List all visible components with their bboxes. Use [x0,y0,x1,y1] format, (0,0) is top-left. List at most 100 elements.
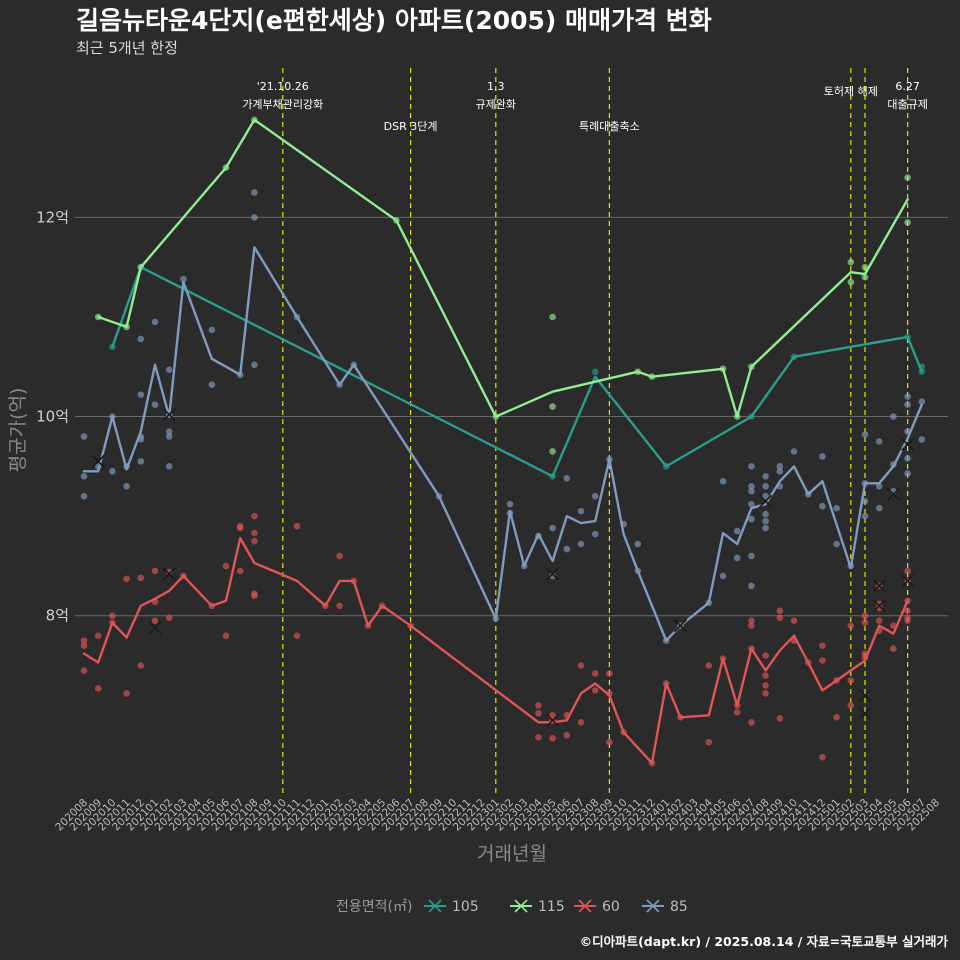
data-point-60 [847,622,855,629]
chart-caption: ©디아파트(dapt.kr) / 2025.08.14 / 자료=국토교통부 실… [580,934,949,949]
data-point-85 [577,540,585,548]
data-point-85 [875,438,883,445]
cancelled-marker-85 [162,408,176,422]
event-label: DSR 3단계 [384,120,438,133]
data-point-60 [577,662,585,669]
data-point-60 [762,652,769,659]
cancelled-marker-60 [872,599,886,613]
data-point-60 [819,642,826,649]
data-point-85 [634,540,642,548]
data-point-85 [151,318,159,326]
data-point-60 [861,619,869,627]
data-point-60 [222,632,230,639]
data-point-60 [293,522,301,530]
data-point-60 [137,662,145,669]
data-point-60 [251,537,258,545]
data-point-60 [748,622,755,629]
cancelled-marker-60 [858,688,872,702]
y-axis-ticks: 8억 10억 12억 [36,208,69,624]
data-point-85 [790,448,798,455]
data-point-85 [762,510,769,518]
data-point-85 [719,477,727,485]
data-point-60 [904,607,911,615]
legend: 전용면적(㎡) 105 115 60 85 [336,899,688,915]
data-point-85 [80,473,88,480]
data-point-60 [819,657,826,664]
data-point-85 [549,572,556,580]
data-point-60 [748,719,755,726]
x-axis-ticks: 2020082020092020102020112020122021012021… [53,796,942,833]
x-axis-title: 거래년월 [477,843,547,865]
data-point-60 [875,617,883,625]
data-point-85 [208,381,216,388]
data-point-60 [94,632,102,639]
data-point-60 [861,612,869,620]
legend-label: 85 [670,899,688,915]
series-line-85 [82,246,923,642]
data-point-60 [776,614,784,622]
data-point-60 [776,715,784,722]
data-point-85 [819,453,826,460]
data-point-85 [875,482,883,490]
cancelled-marker-60 [546,713,560,727]
legend-item-115: 115 [510,899,565,915]
data-point-60 [236,567,244,575]
data-point-60 [904,617,911,625]
data-point-60 [762,690,769,697]
data-point-85 [861,431,869,438]
data-point-85 [208,326,216,334]
cancelled-marker-85 [901,437,915,452]
data-point-85 [137,335,145,343]
data-point-85 [833,540,840,548]
y-tick-label: 8억 [46,607,69,625]
data-point-60 [549,712,556,719]
data-point-85 [904,455,911,462]
series-line-60 [82,536,909,765]
data-point-60 [123,690,130,697]
cancelled-marker-60 [148,621,162,635]
data-point-60 [591,670,599,677]
data-point-85 [918,398,926,405]
data-point-85 [748,500,755,508]
legend-key-cross [578,899,592,913]
data-point-85 [80,492,88,500]
legend-label: 115 [538,899,565,915]
data-point-85 [875,504,883,512]
data-point-85 [137,458,145,465]
data-point-85 [549,524,556,532]
data-point-85 [251,361,258,369]
data-point-115 [904,219,911,226]
data-point-85 [577,507,585,515]
lines-layer [82,118,923,765]
data-point-115 [847,278,855,286]
data-point-60 [165,568,173,576]
data-point-60 [336,602,343,610]
data-point-85 [762,482,769,490]
data-point-85 [563,545,571,553]
data-point-60 [591,687,599,694]
event-label: 토허제 해제 [824,84,878,98]
data-point-60 [137,574,145,582]
data-point-85 [748,482,755,490]
data-point-85 [165,463,173,470]
legend-item-85: 85 [642,899,688,915]
data-point-85 [151,401,159,408]
data-point-60 [606,670,613,677]
y-axis-title: 평균가(억) [7,388,29,473]
data-point-60 [293,632,301,639]
data-point-85 [251,214,258,221]
data-point-60 [847,702,855,709]
data-point-85 [591,530,599,538]
points-layer [80,116,926,767]
data-point-60 [705,662,713,669]
legend-item-105: 105 [424,899,479,915]
data-point-60 [563,731,571,739]
data-point-85 [180,275,187,283]
data-point-85 [591,492,599,500]
grid-layer [75,216,948,617]
data-point-85 [137,391,145,398]
cancelled-marker-60 [162,567,176,581]
data-point-60 [151,617,159,625]
